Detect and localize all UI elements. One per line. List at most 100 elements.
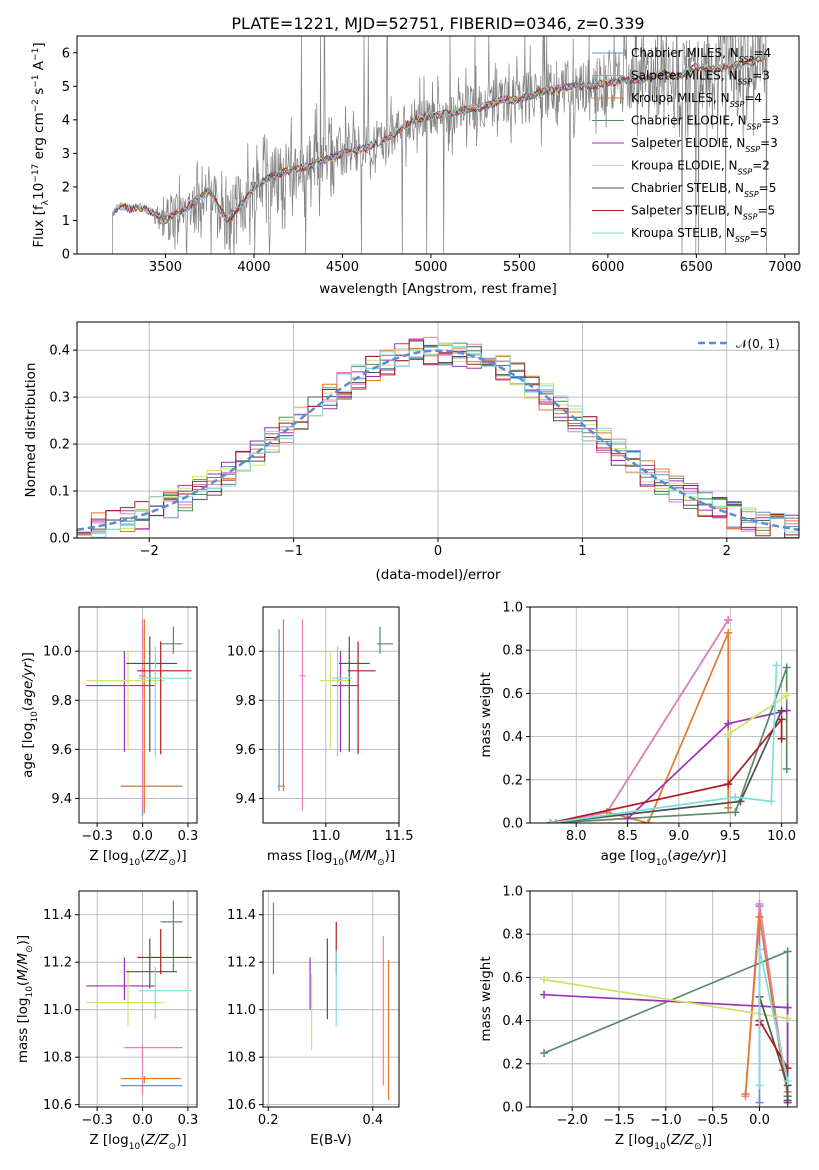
x-tick-label: −1 (284, 544, 303, 559)
x-tick-label: 2 (723, 544, 731, 559)
error-bar-point (86, 651, 165, 750)
x-tick-label: 0.2 (258, 1113, 279, 1128)
error-bar-point (377, 626, 394, 654)
legend-entry: Kroupa MILES, NSSP=4 (631, 91, 762, 109)
y-tick-label: 1.0 (502, 601, 523, 616)
panel-6: −0.3 0.0 0.3 10.6 10.8 11.0 11.2 11.4 Z [log10(Z… (15, 890, 199, 1152)
panel-2: −2 −1 0 1 2 0.0 0.1 0.2 0.3 0.4 𝒩(0, 1) (data-model… (23, 321, 800, 583)
panel-1: 3500 4000 4500 5000 5500 6000 6500 7000 0 1 2 3 4 5 6 P… (31, 14, 801, 297)
y-tick-label: 9.4 (235, 792, 256, 807)
y-tick-label: 0.8 (502, 928, 523, 943)
weight-marker (782, 663, 791, 672)
x-tick-label: −2 (140, 544, 159, 559)
y-tick-label: 0.4 (49, 344, 70, 359)
weight-marker (540, 990, 549, 999)
y-tick-label: 0.8 (502, 644, 523, 659)
legend-entry: Chabrier MILES, NSSP=4 (631, 46, 771, 64)
legend-entry: Salpeter STELIB, NSSP=5 (631, 204, 775, 222)
weight-marker (755, 1098, 764, 1107)
y-tick-label: 11.0 (43, 1003, 72, 1018)
y-tick-label: 9.8 (51, 694, 72, 709)
plot-area (86, 619, 192, 816)
plot-area (77, 336, 799, 538)
error-bar-point (120, 619, 181, 814)
x-tick-label: 10.0 (767, 829, 796, 844)
x-tick-label: 4500 (326, 260, 359, 275)
weight-marker (540, 975, 549, 984)
y-axis-label: Flux [fλ10−17 erg cm−2 s−1 A−1] (31, 42, 51, 247)
error-bar-point (138, 646, 192, 757)
weight-marker (783, 1096, 792, 1105)
legend-entry: Salpeter MILES, NSSP=3 (631, 69, 770, 87)
error-bar-point (280, 619, 285, 792)
weight-marker (731, 793, 740, 802)
weight-marker (783, 1003, 792, 1012)
x-tick-label: 7000 (768, 260, 801, 275)
weight-line (727, 694, 788, 736)
error-bar-point (120, 1083, 183, 1089)
panel-8: −2.0 −1.5 −1.0 −0.5 0.0 0.0 0.2 0.4 0.6 0.8 1.0 Z [… (478, 885, 798, 1152)
plot-area (86, 900, 192, 1096)
error-bar-point (160, 626, 183, 654)
y-axis-label: mass [log10(M/M⊙)] (15, 935, 35, 1063)
x-tick-label: −2.0 (556, 1113, 588, 1128)
y-tick-label: 11.4 (43, 908, 72, 923)
panel-3: −0.3 0.0 0.3 9.4 9.6 9.8 10.0 Z [log10(Z/Z⊙)] ag… (20, 606, 199, 868)
x-tick-label: −0.3 (81, 1113, 113, 1128)
x-tick-label: −0.5 (697, 1113, 729, 1128)
weight-marker (755, 912, 764, 921)
x-tick-label: 8.0 (566, 829, 587, 844)
x-tick-label: 0.0 (749, 1113, 770, 1128)
x-axis-label: age [log10(age/yr)] (601, 848, 727, 868)
panel-5: 8.0 8.5 9.0 9.5 10.0 0.0 0.2 0.4 0.6 0.8 1.0 age [l… (478, 601, 798, 868)
weight-marker (623, 814, 632, 823)
axes-frame (78, 606, 198, 824)
y-tick-label: 0.3 (49, 391, 70, 406)
error-bar-point (126, 636, 178, 752)
axes-frame (78, 890, 198, 1108)
weight-marker (777, 715, 786, 724)
x-tick-label: −1.0 (650, 1113, 682, 1128)
error-bar-point (86, 651, 156, 752)
y-tick-label: 4 (62, 113, 70, 128)
weight-line (550, 665, 778, 823)
weight-marker (724, 730, 733, 739)
axes-frame (76, 321, 800, 539)
y-tick-label: 0 (62, 248, 70, 263)
x-tick-label: 0.3 (178, 829, 199, 844)
y-tick-label: 9.6 (235, 743, 256, 758)
x-tick-label: 4000 (237, 260, 270, 275)
y-axis-label: mass weight (478, 672, 494, 757)
x-tick-label: 1 (578, 544, 586, 559)
legend-entry: Salpeter ELODIE, NSSP=3 (631, 136, 778, 154)
x-axis-label: E(B-V) (310, 1132, 352, 1148)
weight-marker (782, 691, 791, 700)
y-tick-label: 10.8 (43, 1051, 72, 1066)
x-tick-label: 0.3 (178, 1113, 199, 1128)
y-tick-label: 0.1 (49, 485, 70, 500)
legend-entry: Chabrier STELIB, NSSP=5 (631, 181, 776, 199)
x-tick-label: −1.5 (603, 1113, 635, 1128)
error-bar-point (331, 646, 353, 757)
model-spectrum (112, 53, 767, 224)
x-tick-label: 0.0 (132, 829, 153, 844)
panel-7: 0.2 0.4 10.6 10.8 11.0 11.2 11.4 E(B-V) (227, 890, 400, 1148)
x-axis-label: Z [log10(Z/Z⊙)] (89, 1132, 186, 1152)
error-bar-point (120, 629, 183, 816)
x-tick-label: 0 (434, 544, 442, 559)
legend-entry: Kroupa ELODIE, NSSP=2 (631, 159, 770, 177)
legend-entry: 𝒩(0, 1) (736, 337, 780, 351)
weight-marker (731, 808, 740, 817)
weight-marker (546, 819, 555, 823)
plot-area (112, 36, 768, 254)
error-bar-point (126, 938, 178, 989)
weight-marker (644, 819, 653, 823)
y-tick-label: 1.0 (502, 885, 523, 900)
y-tick-label: 11.4 (227, 908, 256, 923)
y-tick-label: 0.0 (502, 817, 523, 832)
weight-marker (777, 706, 786, 715)
weight-marker (772, 661, 781, 670)
weight-marker (782, 765, 791, 773)
weight-marker (755, 945, 764, 954)
axes-frame (262, 890, 400, 1108)
